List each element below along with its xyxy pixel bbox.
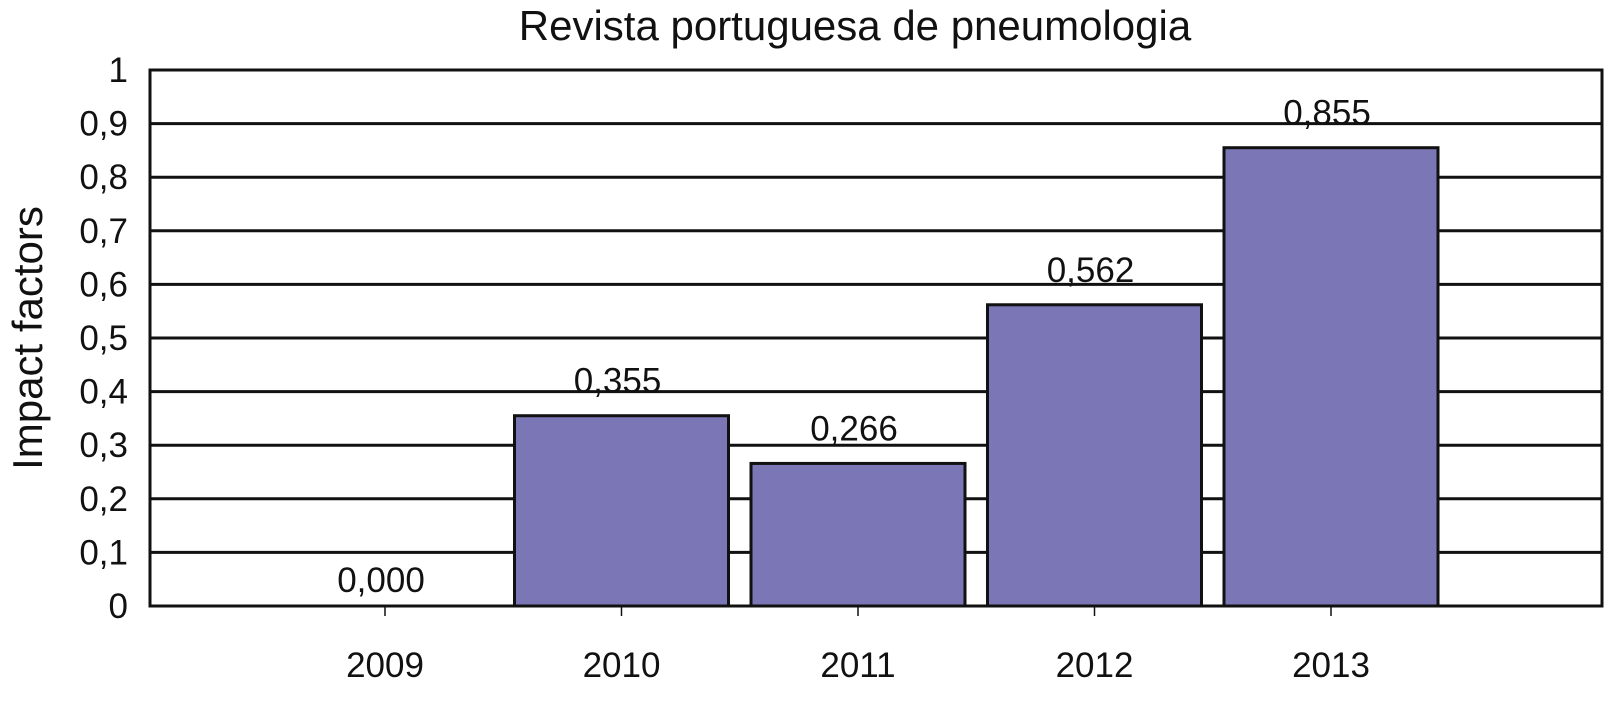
x-tick-label-2009: 2009 (346, 646, 424, 685)
bar-2013 (1222, 146, 1440, 608)
y-tick-label-9: 0,9 (79, 105, 128, 144)
bars (513, 146, 1440, 608)
y-tick-label-0: 0 (109, 587, 128, 626)
y-tick-label-10: 1 (109, 51, 128, 90)
chart-title: Revista portuguesa de pneumologia (519, 2, 1192, 49)
bar-2011 (749, 461, 967, 608)
y-tick-label-4: 0,4 (79, 373, 128, 412)
data-label-2010: 0,355 (574, 362, 662, 401)
y-tick-label-3: 0,3 (79, 426, 128, 465)
x-tick-label-2013: 2013 (1292, 646, 1370, 685)
data-label-2012: 0,562 (1047, 251, 1135, 290)
data-label-2011: 0,266 (810, 409, 898, 448)
bar-2010 (513, 414, 730, 608)
y-axis-ticks: 0 0,1 0,2 0,3 0,4 0,5 0,6 0,7 0,8 0,9 1 (79, 51, 128, 626)
plot-frame (148, 68, 1604, 608)
y-tick-label-2: 0,2 (79, 480, 128, 519)
data-labels: 0,000 0,355 0,266 0,562 0,855 (337, 94, 1371, 600)
y-tick-label-5: 0,5 (79, 319, 128, 358)
x-tick-label-2011: 2011 (820, 646, 895, 685)
y-tick-label-8: 0,8 (79, 158, 128, 197)
y-tick-label-1: 0,1 (79, 533, 128, 572)
data-label-2009: 0,000 (337, 561, 425, 600)
bar-2012 (986, 303, 1203, 608)
x-tick-label-2012: 2012 (1056, 646, 1134, 685)
y-axis-label: Impact factors (4, 206, 51, 470)
x-axis-ticks: 2009 2010 2011 2012 2013 (346, 606, 1370, 685)
y-tick-label-7: 0,7 (79, 212, 128, 251)
data-label-2013: 0,855 (1283, 94, 1371, 133)
plot-border (148, 68, 1604, 608)
y-tick-label-6: 0,6 (79, 265, 128, 304)
x-tick-label-2010: 2010 (583, 646, 661, 685)
